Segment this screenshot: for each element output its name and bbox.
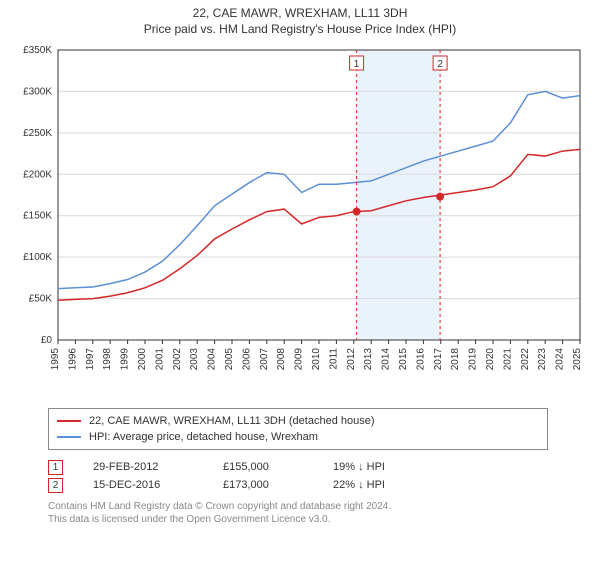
svg-text:2010: 2010 [311, 348, 322, 371]
svg-text:1998: 1998 [102, 348, 113, 371]
svg-text:2012: 2012 [346, 348, 357, 371]
sales-table: 1 29-FEB-2012 £155,000 19% ↓ HPI 2 15-DEC-201… [48, 458, 600, 494]
svg-text:2003: 2003 [189, 348, 200, 371]
svg-text:2001: 2001 [154, 348, 165, 371]
svg-text:1995: 1995 [50, 348, 61, 371]
svg-text:2019: 2019 [468, 348, 479, 371]
svg-text:2002: 2002 [172, 348, 183, 371]
svg-text:2024: 2024 [555, 348, 566, 371]
svg-text:2021: 2021 [502, 348, 513, 371]
svg-text:2000: 2000 [137, 348, 148, 371]
svg-text:£0: £0 [41, 335, 53, 346]
svg-text:2015: 2015 [398, 348, 409, 371]
legend-swatch [57, 436, 81, 438]
sale-date: 15-DEC-2016 [93, 479, 193, 491]
svg-text:£100K: £100K [23, 252, 52, 263]
svg-text:£300K: £300K [23, 86, 52, 97]
svg-text:£200K: £200K [23, 169, 52, 180]
legend-label: HPI: Average price, detached house, Wrex… [89, 431, 318, 443]
sale-price: £155,000 [223, 461, 303, 473]
svg-text:£350K: £350K [23, 45, 52, 56]
footnote: Contains HM Land Registry data © Crown c… [48, 500, 600, 526]
svg-text:2007: 2007 [259, 348, 270, 371]
svg-text:1999: 1999 [120, 348, 131, 371]
svg-text:2009: 2009 [294, 348, 305, 371]
sale-row: 1 29-FEB-2012 £155,000 19% ↓ HPI [48, 458, 600, 476]
sale-date: 29-FEB-2012 [93, 461, 193, 473]
footnote-line2: This data is licensed under the Open Gov… [48, 513, 600, 526]
svg-text:2008: 2008 [276, 348, 287, 371]
sale-row: 2 15-DEC-2016 £173,000 22% ↓ HPI [48, 476, 600, 494]
sale-delta: 22% ↓ HPI [333, 479, 385, 491]
chart-title-sub: Price paid vs. HM Land Registry's House … [0, 22, 600, 36]
svg-text:2013: 2013 [363, 348, 374, 371]
price-chart: £0 £50K £100K £150K £200K £250K £300K £350K 1995… [10, 40, 590, 400]
legend-label: 22, CAE MAWR, WREXHAM, LL11 3DH (detache… [89, 415, 375, 427]
legend-swatch [57, 420, 81, 422]
svg-text:2006: 2006 [241, 348, 252, 371]
svg-text:2016: 2016 [415, 348, 426, 371]
svg-text:2023: 2023 [537, 348, 548, 371]
svg-text:2017: 2017 [433, 348, 444, 371]
svg-text:2004: 2004 [207, 348, 218, 371]
svg-text:2022: 2022 [520, 348, 531, 371]
svg-text:2020: 2020 [485, 348, 496, 371]
svg-text:1997: 1997 [85, 348, 96, 371]
svg-text:1: 1 [354, 59, 360, 70]
svg-text:2011: 2011 [328, 348, 339, 370]
svg-text:£150K: £150K [23, 211, 52, 222]
legend-row: HPI: Average price, detached house, Wrex… [57, 429, 539, 445]
svg-text:£50K: £50K [29, 294, 53, 305]
svg-text:2018: 2018 [450, 348, 461, 371]
svg-text:1996: 1996 [67, 348, 78, 371]
svg-text:2: 2 [437, 59, 443, 70]
svg-text:2005: 2005 [224, 348, 235, 371]
sale-marker-box: 2 [48, 478, 63, 493]
sale-price: £173,000 [223, 479, 303, 491]
legend-row: 22, CAE MAWR, WREXHAM, LL11 3DH (detache… [57, 413, 539, 429]
svg-text:£250K: £250K [23, 128, 52, 139]
legend: 22, CAE MAWR, WREXHAM, LL11 3DH (detache… [48, 408, 548, 450]
chart-svg: £0 £50K £100K £150K £200K £250K £300K £350K 1995… [10, 40, 590, 400]
sale-delta: 19% ↓ HPI [333, 461, 385, 473]
sale-marker-box: 1 [48, 460, 63, 475]
svg-text:2025: 2025 [572, 348, 583, 371]
chart-title-main: 22, CAE MAWR, WREXHAM, LL11 3DH [0, 6, 600, 20]
footnote-line1: Contains HM Land Registry data © Crown c… [48, 500, 600, 513]
svg-text:2014: 2014 [381, 348, 392, 371]
